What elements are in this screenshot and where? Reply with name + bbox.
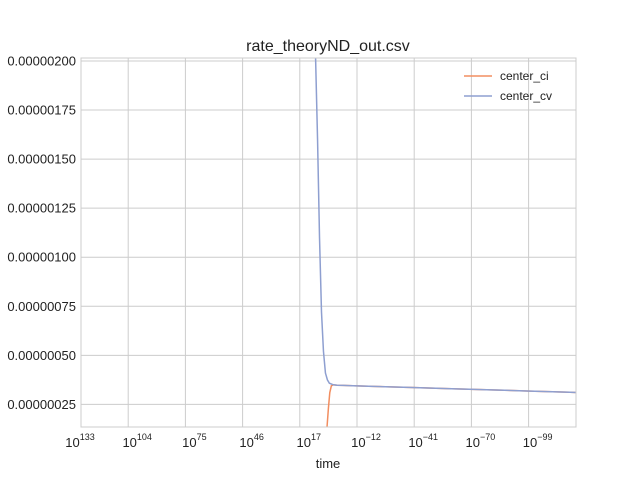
y-tick-label: 0.00000175 [7, 103, 76, 118]
y-tick-label: 0.00000200 [7, 53, 76, 68]
axes: 0.00000025 0.00000050 0.00000075 0.00000100… [7, 53, 577, 450]
y-tick-label: 0.00000075 [7, 299, 76, 314]
legend-label-center-cv: center_cv [500, 89, 552, 103]
x-tick-label: 10−41 [408, 432, 438, 450]
grid-lines [81, 58, 576, 427]
series-line-center-cv [314, 58, 576, 394]
y-tick-label: 0.00000025 [7, 397, 76, 412]
y-tick-label: 0.00000150 [7, 152, 76, 167]
x-tick-label: 10104 [122, 432, 152, 450]
x-tick-label: 1046 [239, 432, 263, 450]
chart-title: rate_theoryND_out.csv [246, 38, 410, 55]
x-tick-label: 10−70 [466, 432, 496, 450]
y-tick-label: 0.00000100 [7, 250, 76, 265]
y-tick-label: 0.00000050 [7, 348, 76, 363]
x-tick-label: 10133 [65, 432, 95, 450]
legend-label-center-ci: center_ci [500, 69, 549, 83]
x-tick-label: 10−99 [523, 432, 553, 450]
x-axis-label: time [316, 456, 341, 471]
y-tick-label: 0.00000125 [7, 201, 76, 216]
legend: center_ci center_cv [464, 69, 552, 103]
plot-area [314, 58, 576, 427]
x-tick-label: 1017 [297, 432, 321, 450]
x-tick-label: 1075 [182, 432, 206, 450]
plot-frame [80, 57, 577, 428]
x-tick-label: 10−12 [351, 432, 381, 450]
